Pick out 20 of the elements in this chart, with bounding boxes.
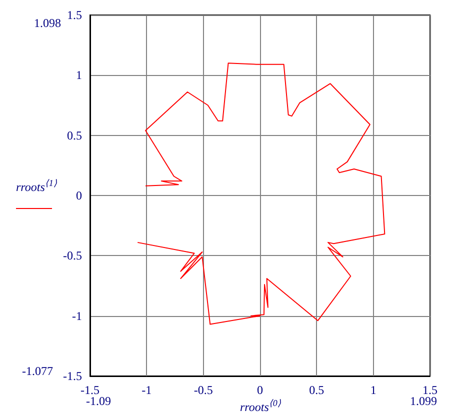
y-tick-label: 1.5 <box>67 8 82 22</box>
x-axis-title: rroots$^{⟨0⟩}$ <box>240 398 282 415</box>
x-tick-label: 0 <box>257 383 263 397</box>
y-axis-title: rroots$^{⟨1⟩}$ <box>16 178 58 195</box>
text: -1.09 <box>86 394 111 409</box>
y-tick-label: -1.5 <box>63 369 82 383</box>
y-tick-label: 0 <box>76 188 82 202</box>
text: 1.099 <box>410 394 437 409</box>
text: 1.098 <box>34 16 61 31</box>
line-series <box>137 62 386 325</box>
x-tick-label: 0.5 <box>309 383 324 397</box>
text: -1.077 <box>22 364 53 379</box>
y-tick-label: 1 <box>76 68 82 82</box>
x-tick-label: 1.5 <box>422 383 438 397</box>
x-tick-label: -0.5 <box>194 383 213 397</box>
y-tick-label: 0.5 <box>67 128 82 142</box>
x-tick-label: -1 <box>142 383 152 397</box>
y-tick-label: -1 <box>72 308 82 323</box>
x-tick-label: 1 <box>370 383 376 397</box>
y-tick-label: -0.5 <box>63 248 82 263</box>
